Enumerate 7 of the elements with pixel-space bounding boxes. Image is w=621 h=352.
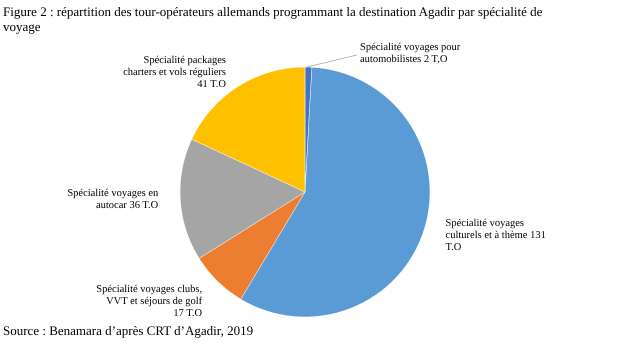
slice-label: Spécialité voyages culturels et à thème 131 T.O [446, 218, 546, 254]
chart-title: Figure 2 : répartition des tour-opérateurs allemands programmant la destination Agadir par spécialité de voyage [3, 4, 543, 34]
source-note: Source : Benamara d’après CRT d’Agadir, 2019 [3, 323, 254, 338]
slice-label: Spécialité voyages pour automobilistes 2 T,O [360, 42, 461, 65]
slice-label: Spécialité voyages clubs, VVT et séjours de golf 17 T.O [96, 284, 203, 320]
slice-label: Spécialité packages charters et vols réguliers 41 T.O [123, 55, 226, 90]
slice-label: Spécialité voyages en autocar 36 T.O [67, 188, 160, 212]
